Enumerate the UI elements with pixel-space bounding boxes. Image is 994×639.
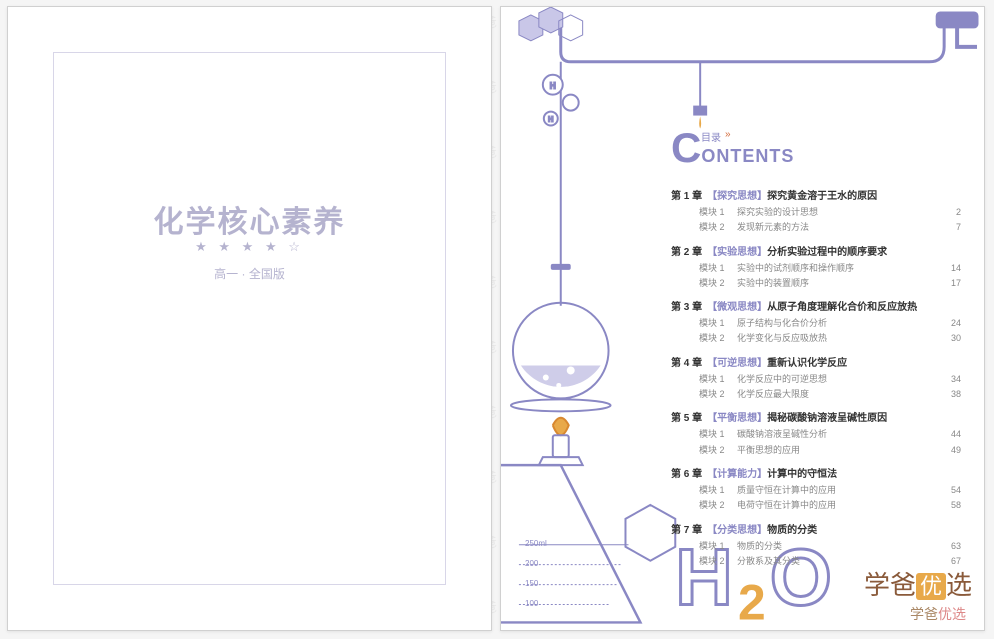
chapter-heading: 第 1 章 【探究思想】探究黄金溶于王水的原因 [671,187,961,202]
chapter-heading: 第 6 章 【计算能力】计算中的守恒法 [671,465,961,480]
contents-heading: CONTENTS 目录 » [671,127,794,169]
module-row: 模块 2平衡思想的应用49 [671,443,961,458]
module-row: 模块 1实验中的试剂顺序和操作顺序14 [671,261,961,276]
beaker-mark: 200 [525,559,538,568]
chapter: 第 5 章 【平衡思想】揭秘碳酸钠溶液呈碱性原因模块 1碳酸钠溶液呈碱性分析44… [671,409,961,458]
chapter-heading: 第 2 章 【实验思想】分析实验过程中的顺序要求 [671,243,961,258]
module-row: 模块 2电荷守恒在计算中的应用58 [671,498,961,513]
arrows-icon: » [725,129,731,140]
cover-subtitle: 高一 · 全国版 [8,265,491,282]
chapter-heading: 第 4 章 【可逆思想】重新认识化学反应 [671,354,961,369]
chapter: 第 3 章 【微观思想】从原子角度理解化合价和反应放热模块 1原子结构与化合价分… [671,298,961,347]
chapter-heading: 第 3 章 【微观思想】从原子角度理解化合价和反应放热 [671,298,961,313]
contents-rest: ONTENTS [701,146,794,166]
brand-box-icon: 优 [916,573,946,600]
module-row: 模块 1原子结构与化合价分析24 [671,316,961,331]
brand-small-a: 学爸 [910,608,938,623]
chapter: 第 4 章 【可逆思想】重新认识化学反应模块 1化学反应中的可逆思想34模块 2… [671,354,961,403]
svg-text:H: H [548,117,553,124]
beaker-mark: 100 [525,599,538,608]
cover-title: 化学核心素养 [8,197,491,241]
chapter-heading: 第 5 章 【平衡思想】揭秘碳酸钠溶液呈碱性原因 [671,409,961,424]
contents-page: H H H 2 [500,6,985,631]
cover-page: 化学核心素养 ★ ★ ★ ★ ☆ 高一 · 全国版 [7,6,492,631]
brand-watermark: 学爸优选 [864,565,972,602]
module-row: 模块 2实验中的装置顺序17 [671,276,961,291]
module-row: 模块 1探究实验的设计思想2 [671,205,961,220]
beaker-mark: 250ml [525,539,547,548]
chapter: 第 1 章 【探究思想】探究黄金溶于王水的原因模块 1探究实验的设计思想2模块 … [671,187,961,236]
module-row: 模块 1碳酸钠溶液呈碱性分析44 [671,427,961,442]
module-row: 模块 1质量守恒在计算中的应用54 [671,483,961,498]
beaker-mark: 150 [525,579,538,588]
svg-text:2: 2 [738,574,766,629]
brand-sel: 选 [946,571,972,600]
brand-main: 学爸 [864,571,916,600]
mulu-label: 目录 [701,129,721,144]
module-row: 模块 2化学反应最大限度38 [671,387,961,402]
module-row: 模块 2发现新元素的方法7 [671,220,961,235]
chapter: 第 6 章 【计算能力】计算中的守恒法模块 1质量守恒在计算中的应用54模块 2… [671,465,961,514]
brand-small-b: 优选 [938,608,966,623]
svg-text:H: H [550,82,556,91]
chapter-heading: 第 7 章 【分类思想】物质的分类 [671,521,961,536]
brand-watermark-small: 学爸优选 [910,604,966,624]
chapter: 第 2 章 【实验思想】分析实验过程中的顺序要求模块 1实验中的试剂顺序和操作顺… [671,243,961,292]
chapter: 第 7 章 【分类思想】物质的分类模块 1物质的分类63模块 2分散系及其分类6… [671,521,961,570]
cover-stars: ★ ★ ★ ★ ☆ [8,239,491,255]
contents-c: C [671,127,701,169]
module-row: 模块 1物质的分类63 [671,539,961,554]
table-of-contents: 第 1 章 【探究思想】探究黄金溶于王水的原因模块 1探究实验的设计思想2模块 … [671,187,961,576]
cover-frame [53,52,446,585]
module-row: 模块 1化学反应中的可逆思想34 [671,372,961,387]
module-row: 模块 2化学变化与反应吸放热30 [671,331,961,346]
